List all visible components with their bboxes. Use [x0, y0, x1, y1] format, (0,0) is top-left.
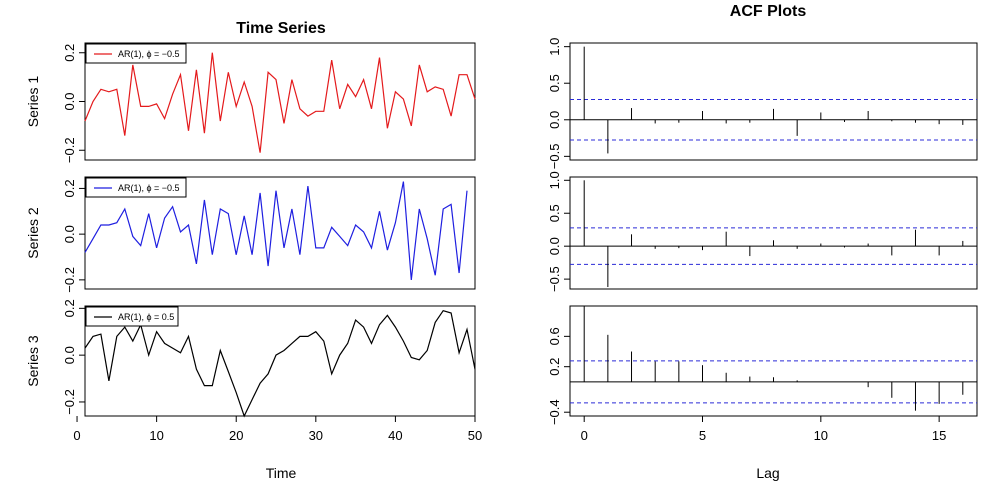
time-series-3-ytick-label: 0.0 [62, 346, 77, 364]
time-series-3-xtick-label: 10 [149, 428, 163, 443]
time-series-1-legend: AR(1), ϕ = −0.5 [85, 43, 187, 64]
time-series-3-xtick-label: 0 [73, 428, 80, 443]
time-series-2-legend-label: AR(1), ϕ = −0.5 [118, 183, 180, 193]
time-series-3-legend-label: AR(1), ϕ = 0.5 [118, 312, 174, 322]
acf-2-frame [569, 176, 978, 290]
time-series-1-legend-box [85, 43, 187, 64]
time-series-1-legend-label: AR(1), ϕ = −0.5 [118, 49, 180, 59]
panel-time-series-2: −0.2 0.0 0.2 Series 2 AR(1), ϕ = −0.5 [25, 176, 476, 293]
acf-3-xtick-label: 5 [699, 428, 706, 443]
acf-2-ytick-label: −0.5 [547, 266, 562, 292]
time-series-3-series-line [84, 310, 476, 418]
acf-3-ytick-label: −0.4 [547, 399, 562, 425]
lag-axis-title: Lag [756, 465, 779, 481]
time-series-2-ytick-label: 0.0 [62, 225, 77, 243]
time-series-3-frame [84, 305, 476, 417]
time-series-2-frame [84, 176, 476, 290]
acf-3-ytick-label: 0.6 [547, 327, 562, 345]
acf-3-xtick-label: 10 [814, 428, 828, 443]
acf-2-ytick-label: 0.5 [547, 204, 562, 222]
panel-acf-3: −0.4 0.2 0.6 0 5 10 15 [547, 305, 978, 443]
panels: −0.2 0.0 0.2 Series 1 AR(1), ϕ = −0.5 −0.2 0.0… [25, 38, 978, 443]
panel-acf-1: −0.5 0.0 0.5 1.0 [547, 38, 978, 170]
acf-1-ytick-label: 1.0 [547, 38, 562, 56]
time-series-1-ytick-label: 0.2 [62, 44, 77, 62]
time-series-2-ylabel: Series 2 [25, 207, 41, 259]
acf-1-ytick-label: −0.5 [547, 144, 562, 170]
time-axis-title: Time [266, 465, 297, 481]
time-series-3-xtick-label: 20 [229, 428, 243, 443]
time-series-1-ytick-label: −0.2 [62, 137, 77, 163]
acf-1-ytick-label: 0.0 [547, 111, 562, 129]
time-series-3-legend: AR(1), ϕ = 0.5 [85, 306, 179, 327]
time-series-3-ytick-label: 0.2 [62, 299, 77, 317]
acf-1-ytick-label: 0.5 [547, 74, 562, 92]
time-series-3-xtick-label: 30 [309, 428, 323, 443]
acf-3-xtick-label: 15 [932, 428, 946, 443]
panel-acf-2: −0.5 0.0 0.5 1.0 [547, 171, 978, 292]
time-series-3-ytick-label: −0.2 [62, 389, 77, 415]
time-series-2-ytick-label: 0.2 [62, 179, 77, 197]
time-series-3-xtick-label: 40 [388, 428, 402, 443]
acf-2-ytick-label: 0.0 [547, 237, 562, 255]
time-series-2-ytick-label: −0.2 [62, 267, 77, 293]
acf-2-ytick-label: 1.0 [547, 171, 562, 189]
acf-1-frame [569, 42, 978, 161]
time-series-3-ylabel: Series 3 [25, 335, 41, 387]
time-series-3-legend-box [85, 306, 179, 327]
acf-title: ACF Plots [730, 3, 807, 20]
time-series-title: Time Series [236, 20, 326, 37]
time-series-3-xtick-label: 50 [468, 428, 482, 443]
time-series-2-legend: AR(1), ϕ = −0.5 [85, 177, 187, 198]
time-series-2-legend-box [85, 177, 187, 198]
time-series-1-series-line [84, 52, 476, 153]
panel-time-series-3: −0.2 0.0 0.2 0 10 20 30 40 50 Series 3 AR(1), ϕ = … [25, 299, 482, 443]
time-series-1-ytick-label: 0.0 [62, 92, 77, 110]
panel-time-series-1: −0.2 0.0 0.2 Series 1 AR(1), ϕ = −0.5 [25, 42, 476, 163]
acf-3-ytick-label: 0.2 [547, 358, 562, 376]
time-series-2-series-line [84, 181, 468, 280]
time-series-1-ylabel: Series 1 [25, 76, 41, 128]
acf-3-xtick-label: 0 [581, 428, 588, 443]
